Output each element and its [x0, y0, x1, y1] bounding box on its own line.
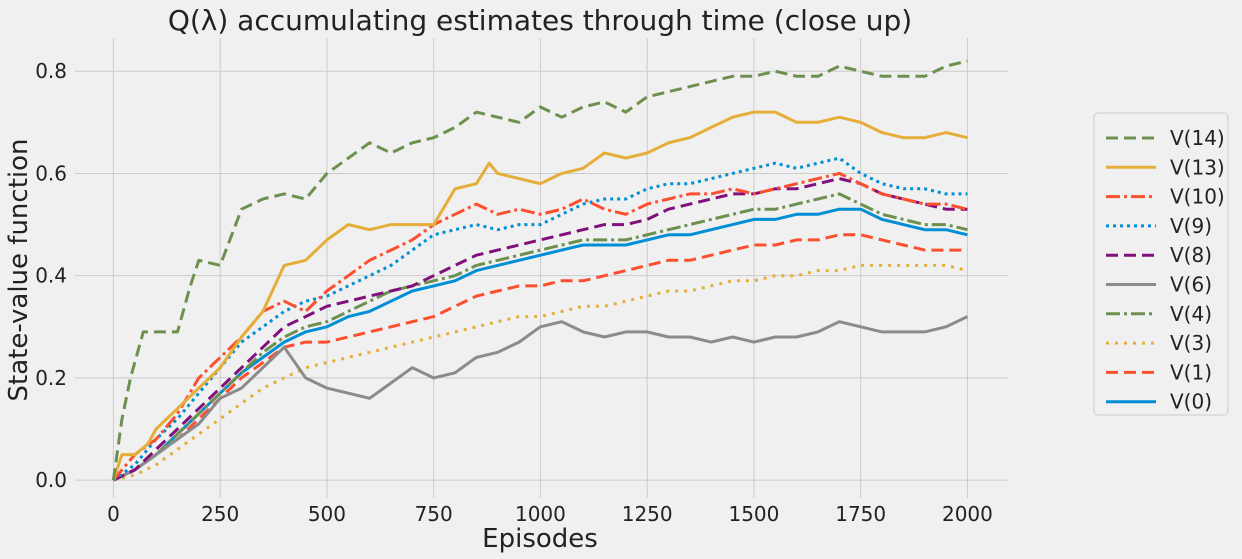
- series-line-V(8): [112, 177, 968, 482]
- x-tick-label: 1250: [622, 502, 673, 526]
- legend-label: V(1): [1170, 360, 1212, 384]
- legend: V(14) V(13) V(10) V(9) V(8) V(6) V(4) V(3) V(1) V…: [1093, 112, 1229, 416]
- series-line-V(9): [112, 156, 968, 482]
- series-lines: [111, 59, 969, 482]
- chart-title: Q(λ) accumulating estimates through time…: [168, 4, 912, 37]
- series-line-V(1): [112, 233, 968, 482]
- legend-label: V(3): [1170, 331, 1212, 355]
- x-tick-label: 750: [415, 502, 453, 526]
- legend-label: V(0): [1170, 390, 1212, 414]
- x-tick-label: 1750: [835, 502, 886, 526]
- x-tick-label: 0: [107, 502, 120, 526]
- series-line-V(6): [112, 315, 969, 482]
- legend-label: V(13): [1170, 155, 1225, 179]
- y-tick-labels: 0.0 0.2 0.4 0.6 0.8: [35, 59, 67, 492]
- x-tick-label: 1500: [728, 502, 779, 526]
- x-axis-label: Episodes: [482, 524, 598, 554]
- legend-label: V(6): [1170, 273, 1212, 297]
- x-tick-label: 500: [308, 502, 346, 526]
- grid: [75, 38, 1008, 498]
- y-tick-label: 0.4: [35, 264, 67, 288]
- x-tick-label: 1000: [515, 502, 566, 526]
- y-tick-label: 0.6: [35, 161, 67, 185]
- legend-label: V(14): [1170, 126, 1225, 150]
- x-tick-label: 2000: [942, 502, 993, 526]
- series-line-V(14): [111, 59, 968, 481]
- y-axis-label: State-value function: [4, 139, 34, 402]
- series-line-V(4): [112, 192, 968, 482]
- legend-label: V(4): [1170, 302, 1212, 326]
- series-line-V(10): [112, 171, 968, 482]
- legend-label: V(9): [1170, 214, 1212, 238]
- x-tick-label: 250: [201, 502, 239, 526]
- series-line-V(13): [111, 110, 968, 481]
- x-tick-labels: 0 250 500 750 1000 1250 1500 1750 2000: [107, 502, 993, 526]
- y-tick-label: 0.2: [35, 366, 67, 390]
- y-tick-label: 0.0: [35, 468, 67, 492]
- y-tick-label: 0.8: [35, 59, 67, 83]
- legend-label: V(8): [1170, 243, 1212, 267]
- series-line-V(0): [112, 207, 968, 482]
- legend-items: V(14) V(13) V(10) V(9) V(8) V(6) V(4) V(3) V(1) V…: [1106, 126, 1225, 414]
- legend-box: [1093, 112, 1229, 416]
- legend-label: V(10): [1170, 185, 1225, 209]
